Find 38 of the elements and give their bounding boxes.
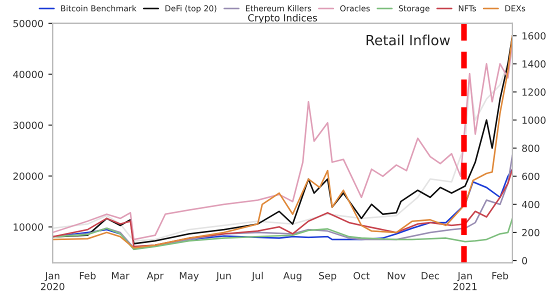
y2-tick-label: 200 [522, 228, 540, 236]
y2-tick-label: 800 [522, 144, 540, 152]
y2-tick-label: 1200 [522, 88, 546, 96]
x-tick-label: Feb [80, 272, 96, 280]
y2-tick-label: 0 [522, 257, 528, 264]
legend-label: DeFi (top 20) [165, 5, 216, 13]
x-tick-label: Jan 2021 [453, 272, 477, 290]
y-tick-label: 50000 [13, 20, 43, 28]
y2-tick-label: 1000 [522, 116, 546, 124]
y-tick-label: 10000 [14, 223, 43, 231]
legend-label: NFTs [458, 5, 476, 12]
x-tick-label: Aug [283, 272, 302, 282]
line-series [52, 218, 512, 250]
x-tick-label: Sep [319, 272, 336, 282]
y-tick-label: 40000 [13, 70, 43, 78]
legend-label: DEXs [505, 5, 526, 12]
y2-tick-label: 1600 [522, 32, 546, 40]
chart-title: Crypto Indices [248, 14, 317, 24]
x-tick-label: Jun [216, 272, 231, 282]
y2-tick-label: 600 [522, 172, 540, 180]
y2-tick-label: 1400 [522, 60, 546, 68]
x-tick-label: Feb [492, 272, 508, 280]
x-tick-label: Nov [388, 272, 406, 280]
y-tick-label: 20000 [13, 172, 43, 180]
y-tick-label: 30000 [13, 122, 43, 129]
x-tick-label: Dec [422, 272, 439, 280]
x-tick-label: Mar [112, 272, 130, 280]
legend-label: Oracles [340, 5, 370, 12]
legend-label: Ethereum Killers [246, 5, 312, 12]
y2-tick-label: 400 [522, 200, 540, 208]
x-tick-label: May [180, 272, 199, 282]
x-tick-label: Jul [251, 272, 263, 282]
x-tick-label: Jan 2020 [40, 272, 64, 290]
x-tick-label: Apr [146, 272, 164, 282]
x-tick-label: Oct [354, 272, 370, 280]
ref-line-label: Retail Inflow [366, 34, 450, 46]
legend-label: Bitcoin Benchmark [61, 5, 136, 12]
legend-label: Storage [398, 5, 430, 13]
